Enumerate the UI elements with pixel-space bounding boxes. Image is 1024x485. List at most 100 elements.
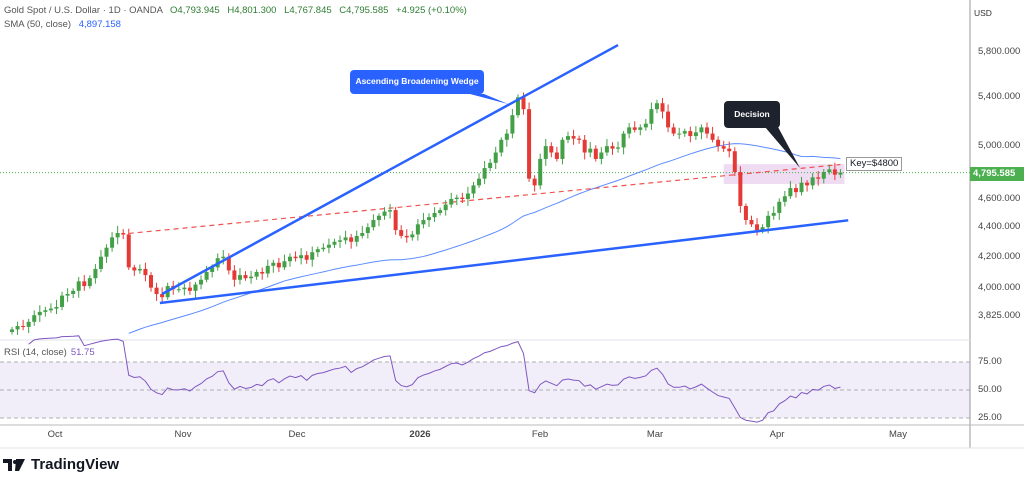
candle-body <box>454 197 459 200</box>
currency-label[interactable]: USD <box>974 8 992 18</box>
candle-body <box>632 127 637 130</box>
candle-body <box>554 152 559 159</box>
candle-body <box>399 230 404 236</box>
candle-body <box>621 133 626 148</box>
candle-body <box>143 268 148 276</box>
candle-body <box>304 255 309 260</box>
candle-body <box>610 146 615 149</box>
candle-body <box>410 234 415 238</box>
wedge-upper-trendline <box>161 43 619 296</box>
candle-body <box>115 232 120 238</box>
candle-body <box>265 265 270 274</box>
candle-body <box>260 271 265 274</box>
candle-body <box>532 178 537 186</box>
candle-body <box>649 109 654 124</box>
low-value: L4,767.845 <box>284 5 332 16</box>
sma-legend[interactable]: SMA (50, close) 4,897.158 <box>4 19 121 30</box>
candle-body <box>126 234 131 268</box>
price-tick: 4,000.000 <box>978 281 1021 293</box>
candle-body <box>465 193 470 200</box>
candle-body <box>593 148 598 159</box>
candle-body <box>549 146 554 153</box>
key-level-dashed-line <box>128 163 841 235</box>
symbol-header: Gold Spot / U.S. Dollar · 1D · OANDA O4,… <box>4 5 467 16</box>
candle-body <box>132 267 137 271</box>
candle-body <box>627 127 632 134</box>
candle-body <box>827 169 832 173</box>
candle-body <box>716 139 721 147</box>
key-level-label[interactable]: Key=$4800 <box>846 157 903 171</box>
candle-body <box>210 267 215 272</box>
wedge-annotation[interactable]: Ascending Broadening Wedge <box>350 70 484 94</box>
candle-body <box>137 268 142 271</box>
candle-body <box>832 169 837 175</box>
candle-body <box>577 138 582 140</box>
candle-body <box>566 136 570 140</box>
candle-body <box>110 237 115 248</box>
candle-body <box>21 326 26 328</box>
candle-body <box>371 220 376 228</box>
time-tick: May <box>889 429 907 440</box>
rsi-tick: 50.00 <box>978 384 1002 395</box>
candle-body <box>660 103 665 112</box>
price-tick: 3,825.000 <box>978 310 1021 322</box>
candle-body <box>560 139 565 159</box>
candle-body <box>421 220 426 225</box>
candle-body <box>693 132 698 137</box>
tradingview-logo[interactable]: TradingView <box>3 456 119 473</box>
candle-body <box>365 227 370 233</box>
candle-body <box>415 224 420 235</box>
rsi-label: RSI (14, close) <box>4 347 67 358</box>
candle-body <box>721 146 726 149</box>
candle-body <box>249 276 254 279</box>
candle-body <box>310 252 315 260</box>
high-value: H4,801.300 <box>227 5 277 16</box>
candle-body <box>710 133 715 140</box>
candle-body <box>149 275 153 288</box>
candle-body <box>282 261 287 268</box>
time-tick: Apr <box>769 429 785 440</box>
candle-body <box>677 133 682 135</box>
candle-body <box>354 235 359 242</box>
candle-body <box>521 97 526 110</box>
candle-body <box>538 158 543 186</box>
candle-body <box>154 287 159 295</box>
candle-body <box>771 212 776 216</box>
candle-body <box>616 147 621 149</box>
symbol-title: Gold Spot / U.S. Dollar · 1D · OANDA <box>4 5 163 16</box>
change-value: +4.925 (+0.10%) <box>396 5 467 16</box>
candle-body <box>54 306 59 309</box>
sma-value: 4,897.158 <box>78 19 121 30</box>
candle-body <box>816 177 821 179</box>
decision-annotation[interactable]: Decision <box>724 101 780 128</box>
candle-body <box>382 211 387 216</box>
candle-body <box>749 220 754 225</box>
candle-body <box>404 235 409 238</box>
candle-body <box>349 237 354 242</box>
candle-body <box>232 270 237 280</box>
candle-body <box>176 289 181 291</box>
time-tick: Dec <box>288 429 306 440</box>
candle-body <box>288 256 292 262</box>
candle-body <box>243 275 248 279</box>
time-tick: Oct <box>47 429 63 440</box>
current-price-tag: 4,795.585 <box>970 167 1024 181</box>
candle-body <box>799 182 804 193</box>
candle-body <box>727 148 732 152</box>
candle-body <box>193 284 198 291</box>
candle-body <box>160 294 165 298</box>
wedge-lower-trendline <box>159 219 849 305</box>
candle-body <box>732 151 737 173</box>
candle-body <box>15 326 20 330</box>
candle-body <box>543 146 548 159</box>
candle-body <box>326 244 331 248</box>
candle-body <box>182 287 187 290</box>
candle-body <box>766 215 771 228</box>
candle-body <box>571 136 576 139</box>
candle-body <box>482 168 487 179</box>
candle-body <box>104 247 109 257</box>
rsi-legend[interactable]: RSI (14, close) 51.75 <box>4 347 95 358</box>
candle-body <box>504 133 509 140</box>
tradingview-logo-icon <box>3 458 25 471</box>
